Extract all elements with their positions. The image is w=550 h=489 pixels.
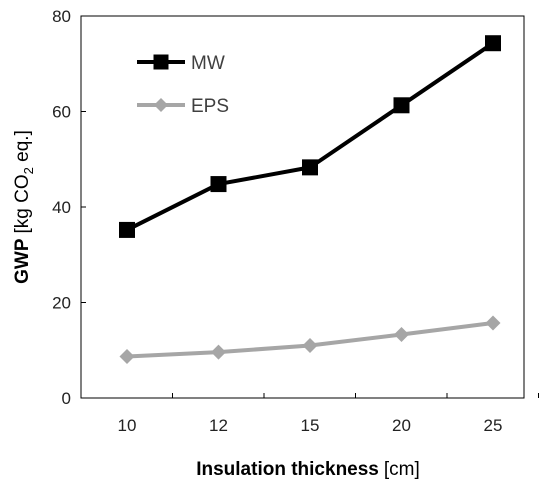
y-axis-title: GWP [kg CO2 eq.] [12,130,36,284]
y-axis-title-bold: GWP [12,238,33,284]
data-point-eps [394,326,409,342]
x-tick-label: 10 [118,416,137,435]
y-axis-ticks: 0 20 40 60 80 [52,7,86,408]
y-tick-label: 20 [52,294,71,313]
y-tick-label: 40 [52,198,71,217]
data-point-mw [210,176,227,193]
x-tick-label: 20 [392,416,411,435]
data-point-eps [211,344,226,360]
x-axis-title: Insulation thickness [cm] [196,459,420,480]
data-point-eps [302,337,318,353]
legend-label-mw: MW [191,53,225,74]
legend: MW EPS [137,53,229,117]
data-point-mw [302,159,318,176]
legend-marker-mw [153,54,169,70]
series-line-mw [126,41,495,232]
data-point-eps [485,315,501,331]
legend-label-eps: EPS [191,96,229,117]
data-point-mw [485,35,501,52]
legend-marker-eps [154,98,168,112]
y-axis-title-subscript: 2 [21,167,36,174]
x-axis-title-bold: Insulation thickness [196,459,379,480]
x-tick-label: 25 [484,416,503,435]
x-tick-label: 12 [209,416,228,435]
x-axis-title-unit: [cm] [384,459,420,480]
data-point-mw [393,97,410,114]
y-axis-title-unit-b: eq.] [12,130,33,167]
data-point-mw [119,221,135,238]
plot-area-frame [80,15,525,399]
series-layer [119,35,501,364]
y-axis-title-unit-a: [kg CO [12,174,33,233]
x-tick-label: 15 [301,416,320,435]
y-tick-label: 60 [52,103,71,122]
data-point-eps [119,348,135,364]
x-axis-ticks: 10 12 15 20 25 [80,393,539,435]
y-tick-label: 0 [62,389,71,408]
y-tick-label: 80 [52,7,71,26]
